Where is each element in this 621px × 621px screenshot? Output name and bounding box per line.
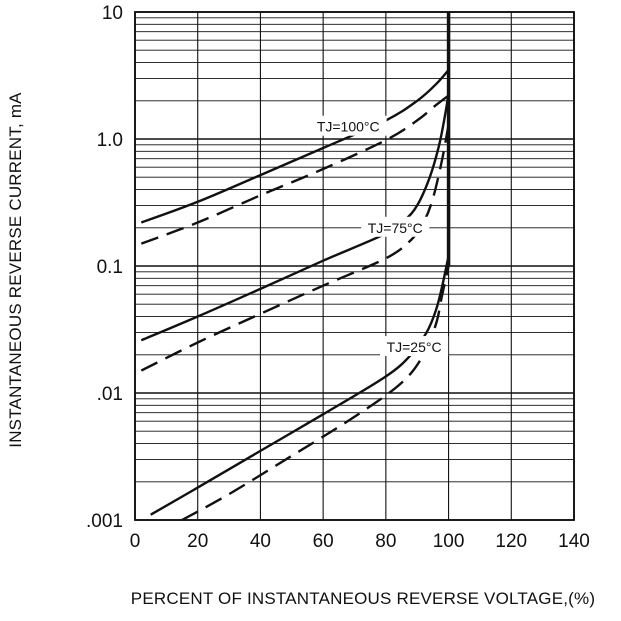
x-tick-label: 0 (130, 531, 141, 552)
x-tick-label: 120 (495, 531, 527, 552)
series-line-tj100-solid (140, 69, 450, 224)
curve-label-tj75: TJ=75°C (368, 220, 423, 236)
y-tick-label: .01 (97, 384, 123, 405)
curve-label-background (309, 115, 387, 136)
y-tick-label: .001 (86, 511, 123, 532)
x-tick-label: 140 (558, 531, 590, 552)
curve-label-tj100: TJ=100°C (317, 119, 380, 135)
series-line-tj75-dashed (140, 124, 450, 372)
series-line-tj100-dashed (140, 94, 450, 245)
x-tick-label: 60 (313, 531, 334, 552)
y-tick-label: 1.0 (97, 130, 123, 151)
x-tick-label: 80 (375, 531, 396, 552)
x-tick-label: 100 (433, 531, 465, 552)
x-axis-title: PERCENT OF INSTANTANEOUS REVERSE VOLTAGE… (131, 589, 595, 608)
series-line-tj25-dashed (181, 265, 450, 522)
grid-layer (134, 11, 575, 521)
curve-label-background (379, 336, 449, 357)
y-tick-label: 0.1 (97, 257, 123, 278)
y-tick-label: 10 (102, 3, 123, 24)
annotation-layer: TJ=100°C TJ=75°C TJ=25°C (309, 115, 449, 357)
plot-frame (134, 11, 575, 521)
curve-label-tj25: TJ=25°C (387, 339, 442, 355)
tick-layer: 0 20 40 60 80 100 120 140 .001 .01 0.1 1.0 10 (86, 3, 590, 552)
x-tick-label: 40 (250, 531, 271, 552)
series-line-tj25-solid (150, 255, 450, 516)
y-axis-title: INSTANTANEOUS REVERSE CURRENT, mA (6, 92, 25, 448)
x-tick-label: 20 (187, 531, 208, 552)
curve-label-background (361, 216, 430, 237)
